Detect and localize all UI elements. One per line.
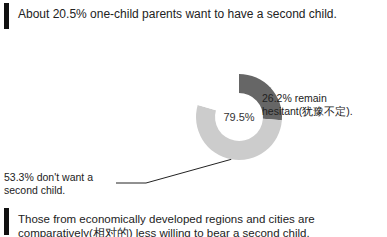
svg-text:79.5%: 79.5%: [223, 111, 254, 123]
svg-text:second child.: second child.: [4, 184, 65, 196]
svg-text:53.3% don't want a: 53.3% don't want a: [4, 171, 96, 183]
svg-text:About 20.5% one-child parents: About 20.5% one-child parents want to ha…: [18, 7, 337, 21]
svg-text:comparatively(相对的) less willin: comparatively(相对的) less willing to bear …: [18, 227, 310, 237]
svg-text:hesitant(犹豫不定).: hesitant(犹豫不定).: [262, 105, 353, 117]
svg-text:26.2% remain: 26.2% remain: [262, 92, 330, 104]
svg-text:Those from economically develo: Those from economically developed region…: [18, 213, 318, 225]
